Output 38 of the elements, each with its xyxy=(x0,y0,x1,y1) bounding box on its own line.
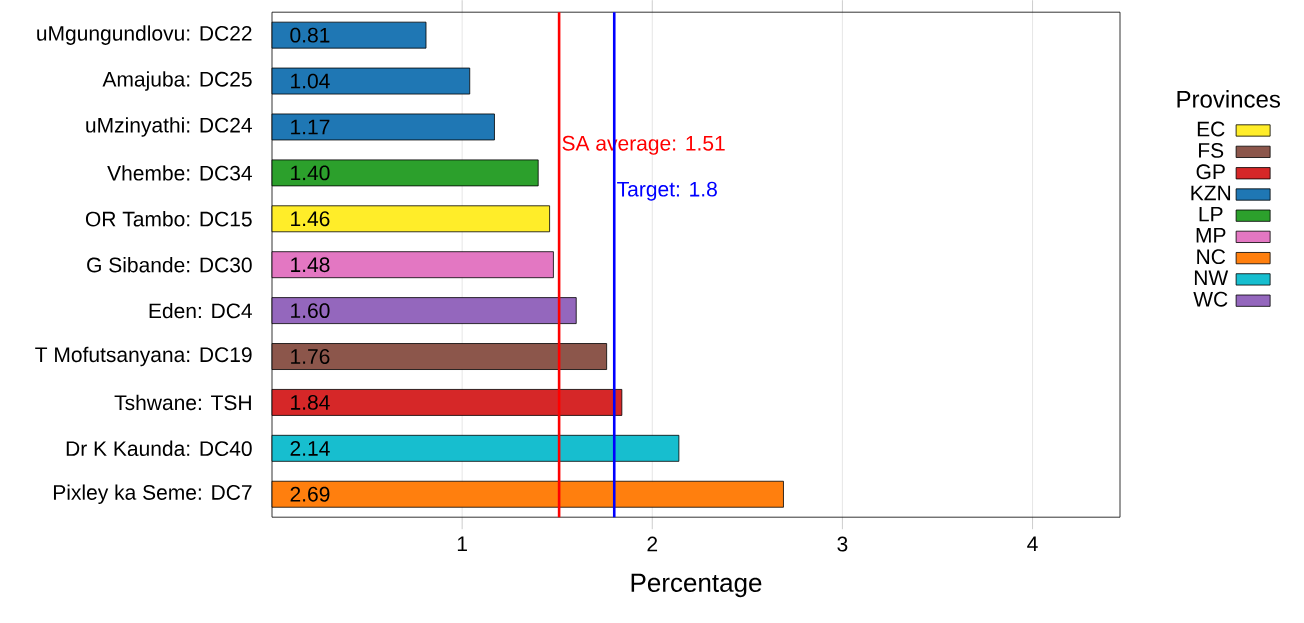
x-axis-title: Percentage xyxy=(631,573,762,598)
y-tick-label: T Mofutsanyana: DC19 xyxy=(35,346,252,367)
x-tick-label: 2 xyxy=(647,536,658,552)
y-tick-label: OR Tambo: DC15 xyxy=(85,210,252,227)
data-label: 2.69 xyxy=(290,486,330,502)
y-tick-label: Eden: DC4 xyxy=(149,302,252,319)
data-label: 1.84 xyxy=(291,394,330,410)
data-label: 1.17 xyxy=(291,119,330,135)
y-tick-label: Vhembe: DC34 xyxy=(107,165,252,181)
data-label: 1.76 xyxy=(291,348,330,364)
y-tick-label: Dr K Kaunda: DC40 xyxy=(66,440,252,456)
legend-label: NW xyxy=(1194,270,1229,285)
legend-label: FS xyxy=(1199,142,1224,158)
legend-label: EC xyxy=(1197,121,1225,137)
data-label: 1.04 xyxy=(291,73,330,89)
data-label: 1.40 xyxy=(291,165,330,181)
y-tick-label: Tshwane: TSH xyxy=(114,394,251,411)
legend-label: GP xyxy=(1196,164,1225,180)
legend-label: KZN xyxy=(1191,185,1231,201)
data-label: 1.46 xyxy=(291,211,330,227)
legend-label: MP xyxy=(1196,227,1226,243)
data-label: 1.60 xyxy=(291,303,330,318)
legend-label: WC xyxy=(1193,291,1228,307)
y-tick-label: uMzinyathi: DC24 xyxy=(86,117,252,137)
y-tick-label: uMgungundlovu: DC22 xyxy=(37,25,252,45)
x-tick-label: 1 xyxy=(457,536,467,551)
data-label: 1.48 xyxy=(291,257,330,273)
y-tick-label: G Sibande: DC30 xyxy=(87,256,252,273)
x-tick-label: 3 xyxy=(837,536,848,552)
legend-label: NC xyxy=(1197,249,1226,264)
x-tick-label: 4 xyxy=(1027,536,1038,551)
legend-title: Provinces xyxy=(1177,90,1281,108)
ref-line-label: Target: 1.8 xyxy=(617,181,717,201)
y-tick-label: Pixley ka Seme: DC7 xyxy=(53,484,252,504)
data-label: 0.81 xyxy=(290,27,330,43)
legend-label: LP xyxy=(1199,206,1223,222)
data-label: 2.14 xyxy=(290,440,330,456)
y-tick-label: Amajuba: DC25 xyxy=(102,71,252,91)
